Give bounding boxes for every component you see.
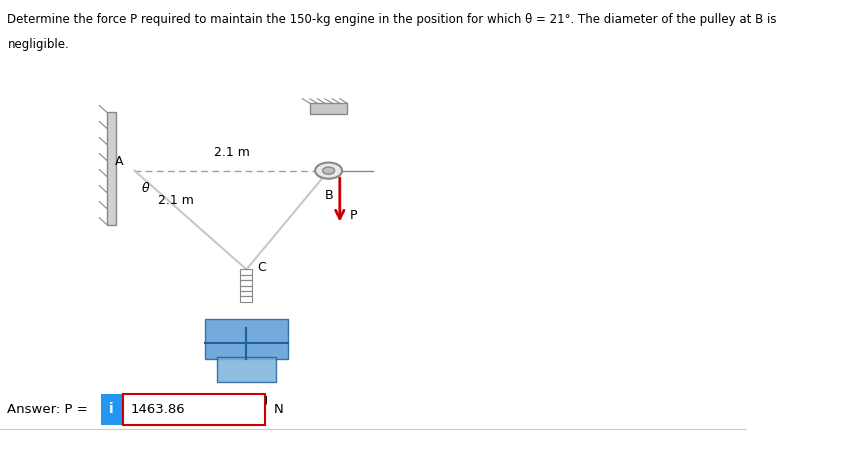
Text: θ: θ: [142, 182, 149, 195]
Text: N: N: [274, 403, 284, 416]
Bar: [101, 394, 122, 425]
Text: negligible.: negligible.: [8, 38, 69, 51]
Bar: [216, 357, 276, 382]
Text: 2.1 m: 2.1 m: [214, 146, 250, 159]
Text: Answer: P =: Answer: P =: [8, 403, 93, 416]
Bar: [124, 394, 265, 425]
Bar: [240, 291, 252, 296]
Bar: [240, 275, 252, 280]
Circle shape: [315, 163, 342, 179]
Text: Determine the force P required to maintain the 150-kg engine in the position for: Determine the force P required to mainta…: [8, 13, 777, 26]
Bar: [310, 103, 347, 114]
Bar: [240, 296, 252, 302]
Text: 150 kg: 150 kg: [225, 393, 268, 406]
Bar: [240, 286, 252, 291]
Text: i: i: [109, 402, 113, 417]
Bar: [106, 112, 116, 224]
Bar: [240, 280, 252, 286]
Text: P: P: [349, 209, 357, 222]
Circle shape: [323, 167, 335, 174]
Text: C: C: [257, 261, 266, 273]
Text: 2.1 m: 2.1 m: [158, 194, 193, 207]
Text: 1463.86: 1463.86: [130, 403, 185, 416]
Text: A: A: [115, 155, 124, 168]
Bar: [205, 319, 287, 359]
Text: B: B: [324, 189, 333, 202]
Bar: [240, 269, 252, 275]
